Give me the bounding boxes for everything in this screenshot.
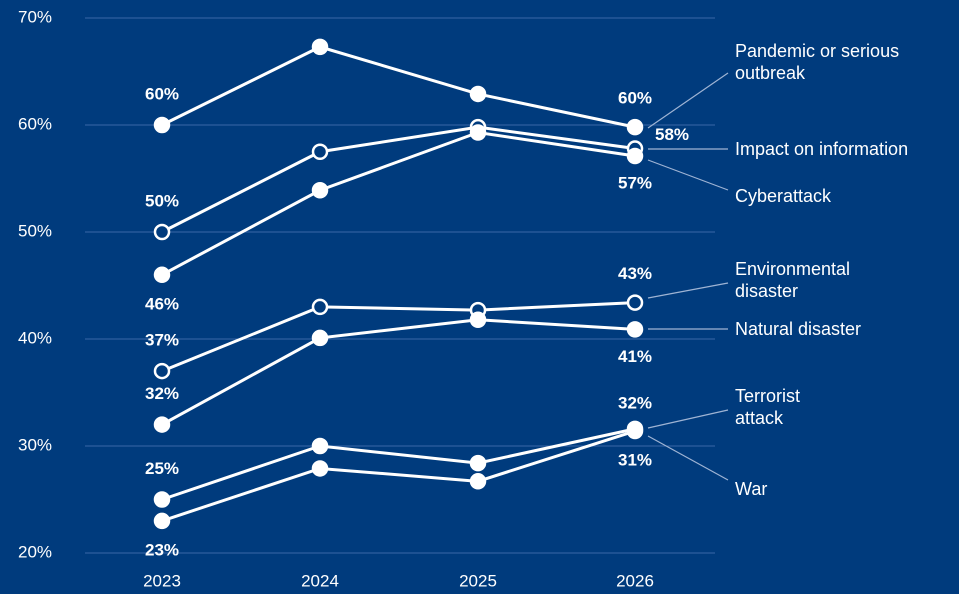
series-label: Terrorist attack xyxy=(735,386,801,428)
marker xyxy=(626,294,644,311)
marker xyxy=(311,460,329,477)
marker xyxy=(469,473,487,490)
series-line xyxy=(161,125,636,234)
marker xyxy=(469,124,487,141)
value-label: 43% xyxy=(618,264,652,283)
leader-line xyxy=(647,72,729,129)
series-line xyxy=(161,45,636,129)
x-tick-label: 2025 xyxy=(459,571,497,590)
series-label: Environmental disaster xyxy=(735,259,851,301)
marker xyxy=(626,422,644,440)
value-label: 23% xyxy=(145,540,179,559)
value-label: 50% xyxy=(145,191,179,210)
marker xyxy=(311,298,329,316)
marker xyxy=(153,512,171,530)
y-tick-label: 60% xyxy=(18,114,52,133)
marker xyxy=(153,416,171,433)
value-label: 41% xyxy=(618,347,652,366)
marker xyxy=(311,182,329,199)
marker xyxy=(311,329,329,347)
value-label: 37% xyxy=(145,331,179,350)
series-label: Impact on information xyxy=(735,139,909,159)
marker xyxy=(469,311,487,328)
value-label: 60% xyxy=(145,84,179,103)
marker xyxy=(626,321,644,338)
x-tick-label: 2026 xyxy=(616,571,654,590)
marker xyxy=(469,85,487,103)
y-tick-label: 40% xyxy=(18,328,52,347)
x-tick-label: 2024 xyxy=(301,571,339,590)
x-tick-label: 2023 xyxy=(143,571,181,590)
leader-line xyxy=(647,409,729,429)
value-label: 31% xyxy=(618,451,652,470)
value-label: 57% xyxy=(618,174,652,193)
marker xyxy=(626,147,644,165)
value-label: 32% xyxy=(145,384,179,403)
leader-line xyxy=(647,282,729,299)
series-line xyxy=(161,427,636,501)
leader-line xyxy=(647,435,729,481)
series-line xyxy=(161,318,636,426)
series-line xyxy=(161,429,636,523)
value-label: 32% xyxy=(618,393,652,412)
y-tick-label: 70% xyxy=(18,7,52,26)
series-line xyxy=(161,301,636,373)
value-label: 60% xyxy=(618,89,652,108)
marker xyxy=(153,266,171,284)
series-line xyxy=(161,130,636,277)
leader-line xyxy=(647,159,729,191)
marker xyxy=(153,223,171,241)
series-label: Natural disaster xyxy=(735,319,862,339)
marker xyxy=(311,143,329,160)
marker xyxy=(311,437,329,455)
value-label: 25% xyxy=(145,459,179,478)
marker xyxy=(153,362,171,380)
y-tick-label: 30% xyxy=(18,435,52,454)
marker xyxy=(311,38,329,56)
marker xyxy=(153,116,171,134)
y-tick-label: 20% xyxy=(18,542,52,561)
y-tick-label: 50% xyxy=(18,221,52,240)
marker xyxy=(153,491,171,508)
marker xyxy=(626,118,644,136)
series-label: Pandemic or serious outbreak xyxy=(735,41,900,83)
value-label: 58% xyxy=(655,125,689,144)
marker xyxy=(469,454,487,472)
value-label: 46% xyxy=(145,294,179,313)
series-label: Cyberattack xyxy=(735,186,832,206)
series-label: War xyxy=(735,479,768,499)
